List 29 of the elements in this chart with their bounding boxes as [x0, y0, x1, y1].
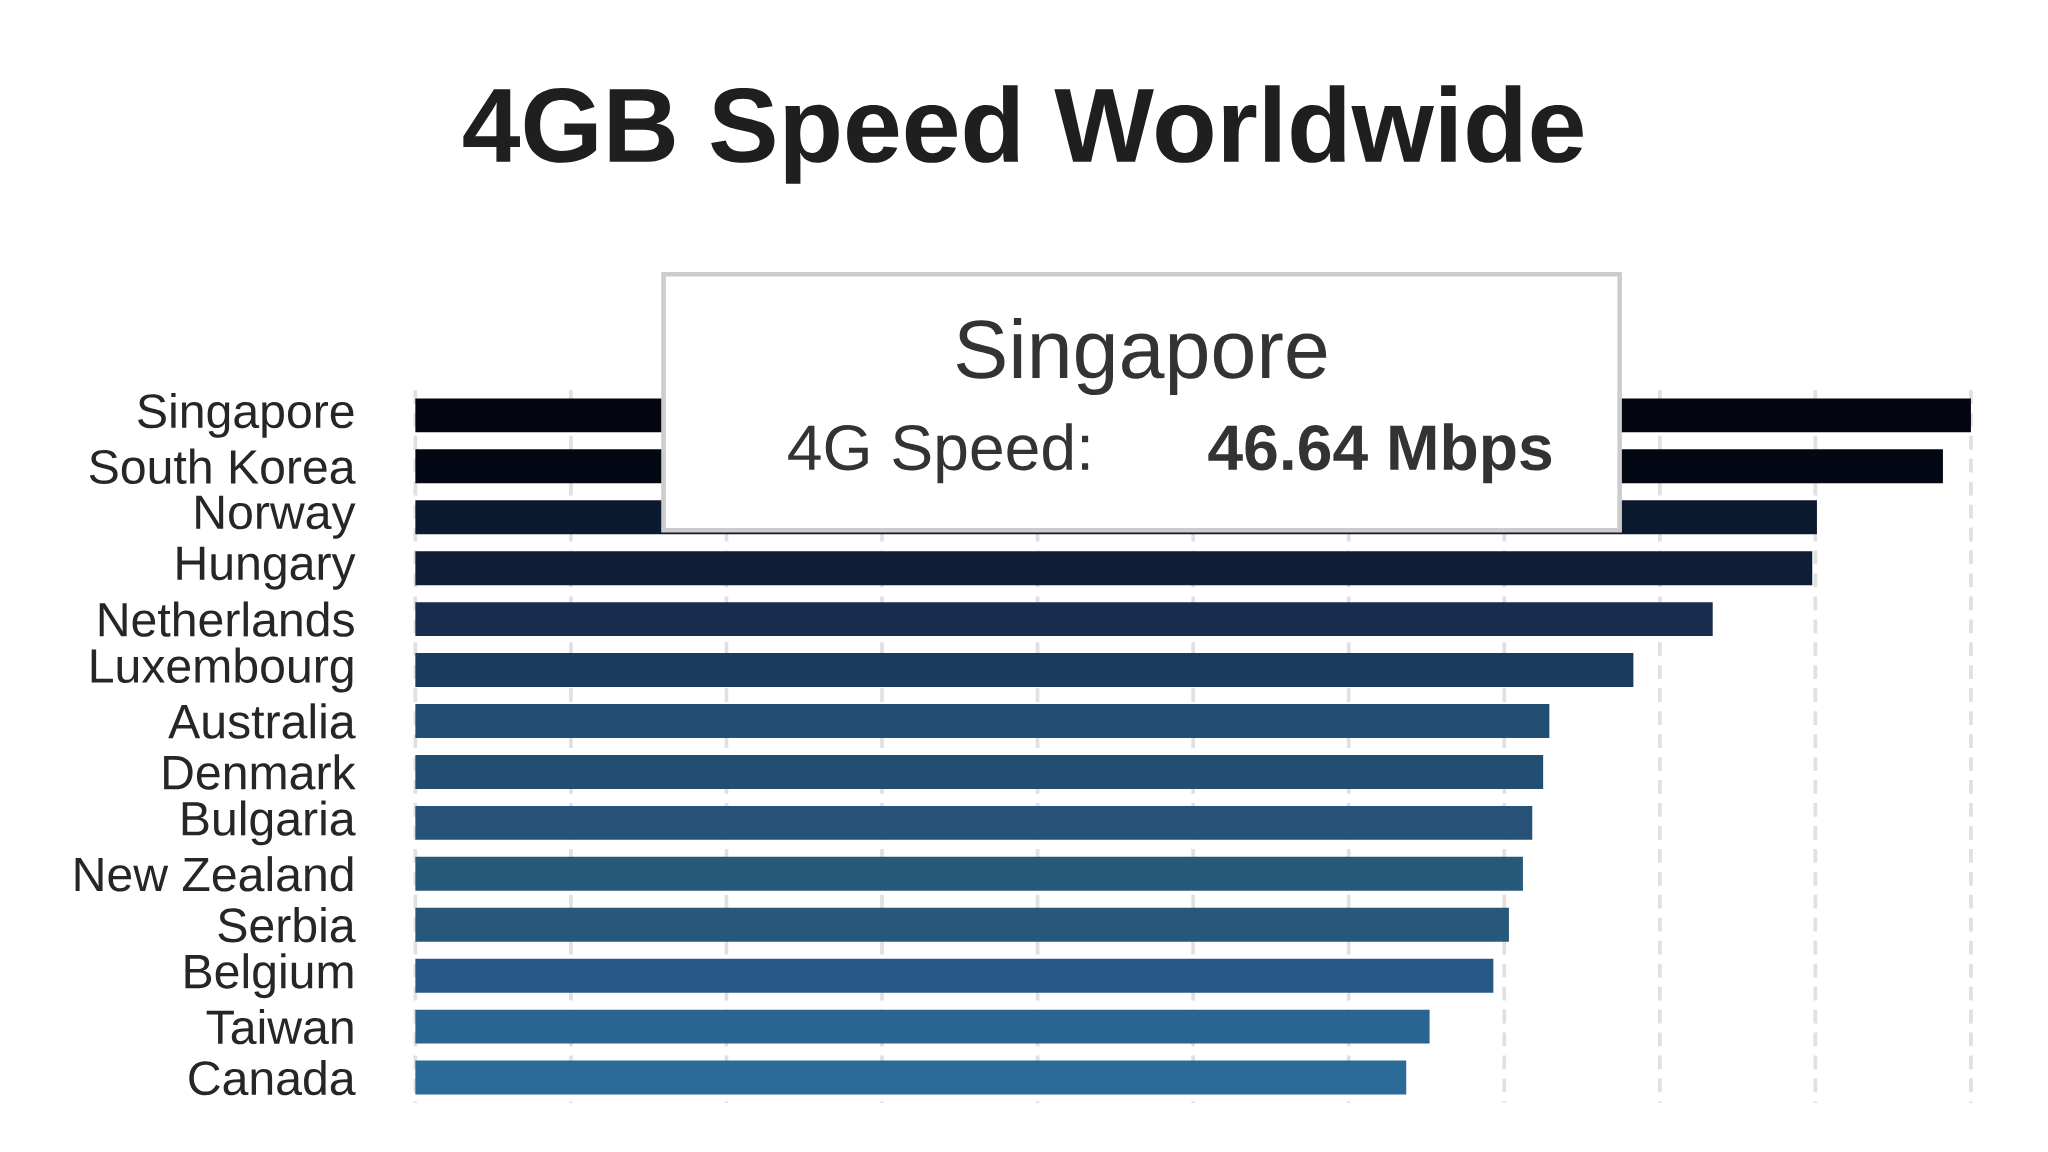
bar — [415, 958, 1494, 993]
y-tick-label: Canada — [189, 1059, 356, 1096]
bar — [415, 754, 1544, 789]
y-tick-label: Singapore — [138, 392, 354, 438]
bar — [415, 907, 1509, 942]
bar — [415, 856, 1523, 891]
y-tick-label: Taiwan — [206, 1008, 353, 1045]
bar — [415, 1060, 1407, 1095]
y-tick-label: Serbia — [218, 907, 356, 943]
chart-title: 4GB Speed Worldwide — [463, 85, 1583, 184]
bar — [415, 704, 1550, 738]
bar — [415, 805, 1533, 840]
y-tick-label: Belgium — [185, 953, 353, 999]
y-tick-label: Luxembourg — [91, 647, 353, 693]
bar — [415, 602, 1713, 637]
bar — [415, 1009, 1430, 1044]
annotation: 46.64 Mbps — [1208, 423, 1552, 484]
y-tick-label: Norway — [196, 495, 356, 539]
y-tick-label: Denmark — [164, 754, 356, 790]
y-tick-label: Bulgaria — [182, 800, 356, 846]
annotation: 4G Speed: — [788, 423, 1089, 484]
annotation: Singapore — [956, 318, 1327, 396]
bar — [415, 551, 1813, 586]
y-tick-label: South Korea — [89, 448, 356, 485]
y-tick-label: Hungary — [177, 546, 356, 590]
y-tick-label: Australia — [168, 703, 356, 739]
y-tick-label: Netherlands — [99, 601, 354, 637]
bar — [415, 653, 1634, 688]
y-tick-label: New Zealand — [75, 856, 353, 892]
